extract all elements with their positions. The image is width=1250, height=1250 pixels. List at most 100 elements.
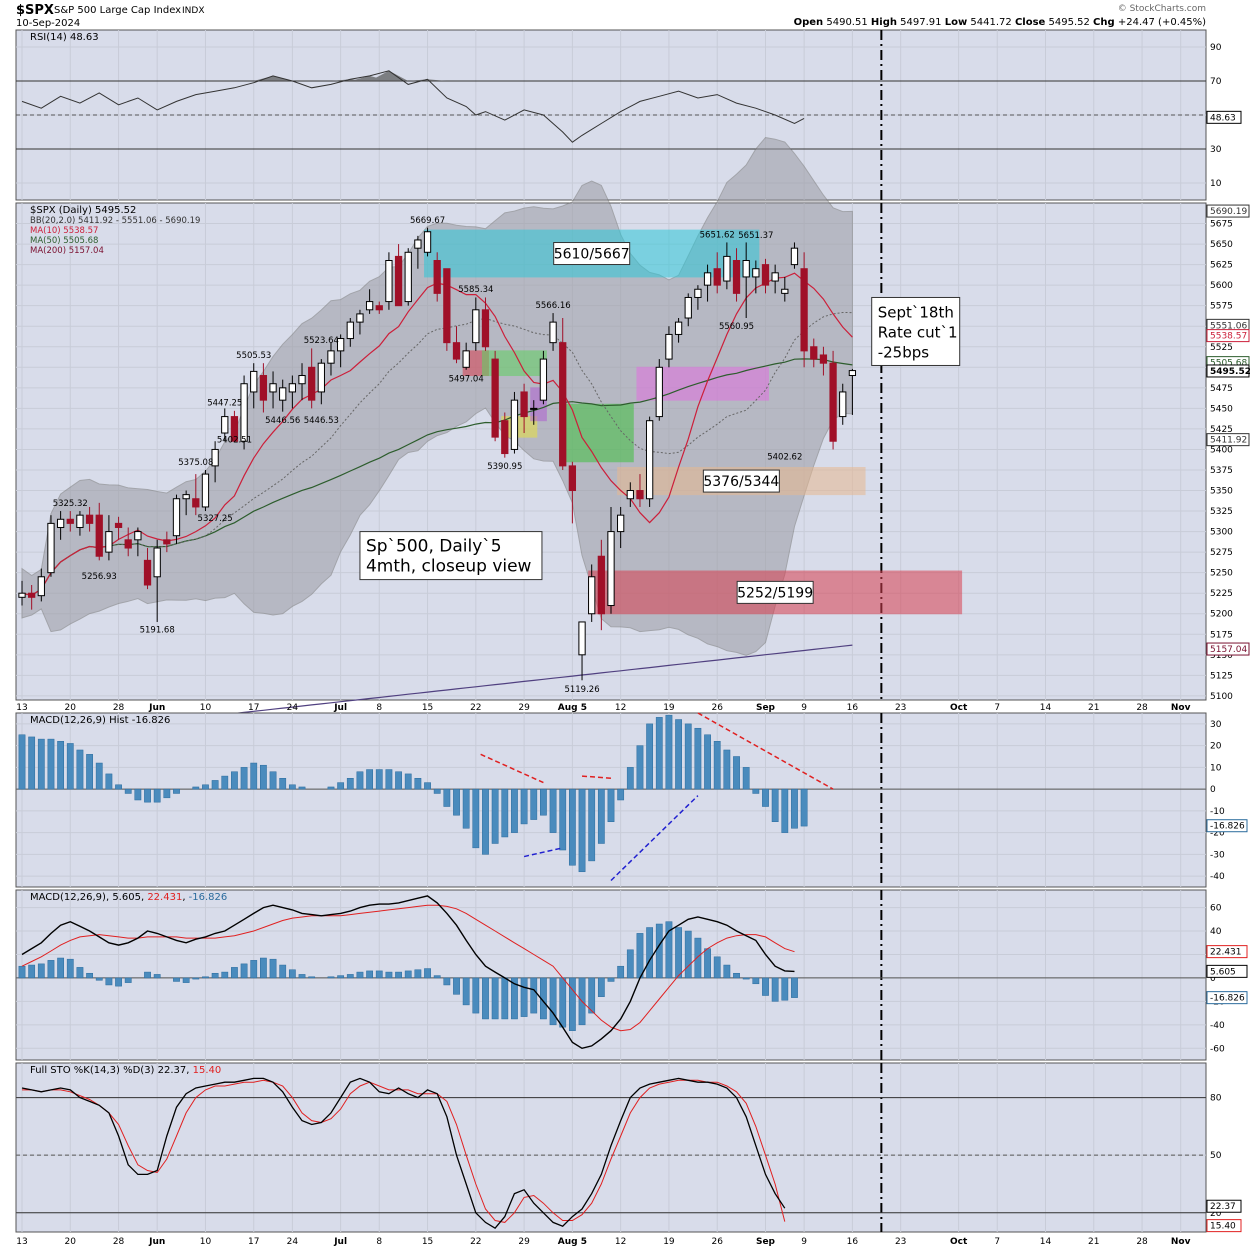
macd-bar	[269, 958, 277, 979]
macd-bar	[771, 977, 779, 1002]
macd-bar	[221, 971, 229, 979]
macd-bar	[356, 971, 364, 979]
x-tick-label-bottom: 26	[711, 1237, 723, 1247]
zone-label-box	[553, 242, 631, 266]
macd-signal-line	[21, 904, 795, 1032]
candle-body	[462, 350, 470, 368]
price-label: 5523.64	[304, 336, 339, 346]
macd-bar	[684, 930, 692, 979]
macd-hist-bar	[491, 788, 499, 844]
macd-hist-bar	[240, 767, 248, 790]
candle-body	[18, 592, 26, 598]
macd-legend-part: 22.431	[147, 892, 182, 903]
macd-bar	[288, 969, 296, 979]
macd-bar	[28, 964, 36, 979]
price-flag-label: 5505.68	[1210, 359, 1247, 369]
zone-label-box	[702, 469, 780, 493]
candle-body	[124, 539, 132, 549]
macd-bar	[115, 977, 122, 987]
rsi-current-label: 48.63	[1210, 113, 1236, 123]
candle-body	[839, 391, 847, 418]
macd-bar	[395, 971, 402, 979]
candle-body	[105, 531, 113, 553]
x-tick-label-mid: 22	[470, 703, 481, 713]
x-tick-label-bottom: 19	[663, 1237, 675, 1247]
x-tick-label-bottom: 20	[65, 1237, 77, 1247]
stockcharts-credit: © StockCharts.com	[1118, 4, 1206, 14]
macd-hist-bar	[742, 767, 750, 790]
macd-hist-bar	[704, 734, 711, 790]
candle-body	[520, 391, 528, 418]
macd-bar	[250, 960, 258, 979]
y-tick-label: 5150	[1210, 651, 1233, 661]
x-tick-label-bottom: 29	[518, 1237, 530, 1247]
price-flag-label: 5690.19	[1210, 207, 1247, 217]
macd-bar	[733, 972, 740, 979]
x-tick-label-bottom: Jun	[148, 1237, 165, 1247]
macd-hist-bar	[655, 717, 663, 790]
open-label: Open	[794, 17, 824, 28]
panel-bg-macd	[15, 889, 1207, 1061]
candle-body	[95, 514, 103, 557]
macd-bar	[588, 977, 596, 1014]
macd-hist-bar	[791, 788, 798, 829]
macd-bar	[511, 977, 518, 1020]
candle-body	[674, 321, 683, 335]
macd-bar	[443, 977, 451, 986]
sto-legend-part: Full STO %K(14,3) %D(3) 22.37,	[30, 1065, 189, 1076]
candle-body	[645, 420, 654, 500]
high-label: High	[871, 17, 897, 28]
y-tick-label: 5350	[1210, 487, 1233, 497]
sto-current-label: 15.40	[1210, 1222, 1236, 1232]
x-tick-label-bottom: 13	[16, 1237, 27, 1247]
macd-hist-bar	[762, 788, 769, 807]
macd-bar	[404, 970, 412, 979]
candle-body	[201, 473, 210, 508]
macd-bar	[491, 977, 499, 1020]
candle-body	[848, 370, 857, 377]
chart-exchange: INDX	[182, 6, 204, 16]
y-tick-label: -30	[1210, 850, 1225, 860]
sto-current-label: 22.37	[1210, 1202, 1236, 1212]
price-label: 5119.26	[564, 685, 599, 695]
macd-bar	[173, 977, 180, 982]
trendline-blue	[610, 795, 699, 882]
candle-body	[356, 313, 364, 323]
annotation-box	[871, 296, 961, 366]
candle-body	[829, 362, 837, 442]
macd-hist-bar	[115, 784, 122, 790]
annotation-text: -25bps	[878, 343, 930, 361]
candle-body	[153, 547, 161, 578]
macd-hist-bar	[597, 788, 605, 844]
candle-body	[607, 531, 615, 607]
price-flag	[1206, 364, 1250, 378]
y-tick-label: 5275	[1210, 548, 1233, 558]
candle-body	[549, 321, 557, 344]
bb-mid-line	[21, 311, 853, 596]
y-tick-label: 20	[1210, 1209, 1222, 1219]
macd-hist-bar	[626, 767, 634, 790]
candle-body	[308, 366, 316, 401]
y-tick-label: 5175	[1210, 630, 1233, 640]
x-tick-label-mid: Sep	[756, 703, 776, 713]
candle-body	[588, 576, 596, 615]
macd-bar	[762, 977, 769, 996]
candle-body	[790, 247, 799, 266]
price-legend-2: MA(10) 5538.57	[30, 226, 98, 236]
macd-hist-bar	[578, 788, 586, 873]
x-tick-label-bottom: 22	[470, 1237, 481, 1247]
macd-bar	[472, 977, 480, 1014]
macd-hist-bar	[375, 769, 383, 790]
panel-price: 5100 5125 5150 5175 5200 5225 5250 5275 5300 5325…	[15, 137, 1250, 738]
candle-body	[742, 260, 750, 278]
x-tick-label-mid: 14	[1040, 703, 1052, 713]
candle-body	[259, 375, 268, 401]
candle-body	[279, 387, 287, 401]
macd-hist-bar	[47, 738, 55, 790]
candle-body	[221, 416, 229, 434]
y-tick-label: 5575	[1210, 302, 1233, 312]
macd-legend-part: MACD(12,26,9)	[30, 892, 106, 903]
candle-body	[530, 407, 538, 410]
annotation-text: Rate cut`1	[878, 323, 958, 341]
macd-hist-bar	[501, 788, 509, 838]
